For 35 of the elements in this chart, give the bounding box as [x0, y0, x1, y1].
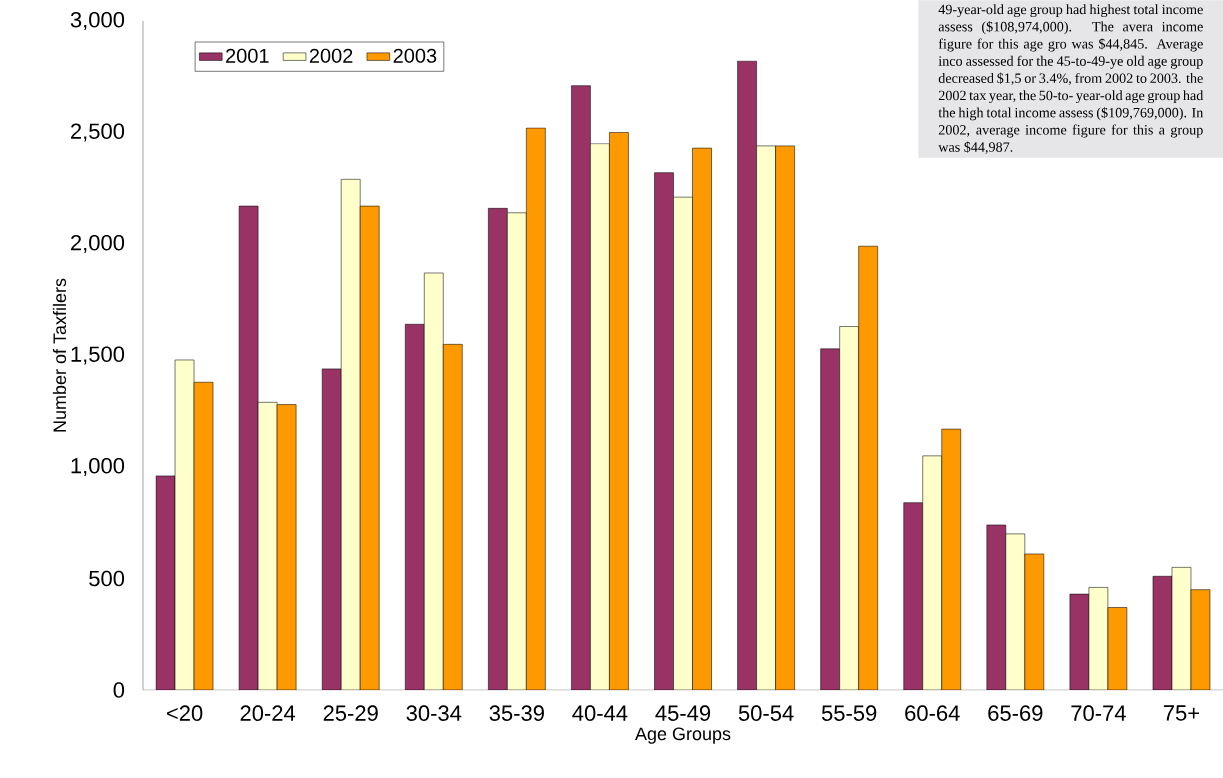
- bar: [673, 196, 693, 690]
- legend-label: 2002: [309, 48, 353, 63]
- x-tick-label: <20: [166, 705, 203, 721]
- x-axis-title: Age Groups: [635, 727, 731, 744]
- x-tick-label: 65-69: [988, 705, 1043, 721]
- legend-label: 2001: [226, 48, 269, 63]
- x-tick-label: 55-59: [821, 705, 877, 721]
- x-tick-label: 45-49: [655, 705, 711, 721]
- bar: [922, 455, 943, 690]
- y-tick-label: 1,500: [71, 346, 125, 365]
- y-tick-label: 1,000: [71, 457, 125, 477]
- bar: [340, 179, 361, 690]
- x-tick-label: 70-74: [1071, 705, 1126, 721]
- x-tick-label: 35-39: [489, 705, 544, 721]
- bar: [507, 212, 527, 690]
- x-tick-label: 25-29: [323, 705, 378, 721]
- bar: [1005, 533, 1026, 690]
- bar: [424, 272, 444, 690]
- x-tick-label: 50-54: [738, 705, 794, 721]
- x-tick-label: 30-34: [406, 705, 462, 721]
- y-tick-label: 500: [89, 570, 125, 587]
- y-tick-label: 3,000: [70, 11, 125, 31]
- y-tick-label: 0: [113, 682, 125, 698]
- x-tick-label: 60-64: [905, 705, 960, 721]
- y-axis-title: Number of Taxfilers: [52, 278, 67, 432]
- legend-label: 2003: [393, 48, 437, 63]
- bar: [590, 143, 610, 690]
- y-tick-label: 2,000: [71, 234, 125, 254]
- y-tick-label: 2,500: [71, 123, 125, 142]
- bar: [839, 326, 859, 690]
- text: 49-year-old age group had highest total income assess ($108,974,000). The avera income figure for this age gro was $44,845. Average inco assessed for the 45-to-49-ye old age group decreased $1,5 or 3.4%, from 2002 to 2003. the 2002 tax year, the 50-to- year-old age group had the high total income assess ($109,769,000). In 2002, average income figure for this a group was $44,987.: [938, 4, 1204, 154]
- bar: [756, 145, 776, 690]
- x-tick-label: 40-44: [572, 705, 628, 721]
- x-tick-label: 75+: [1163, 705, 1200, 721]
- x-tick-label: 20-24: [240, 705, 296, 721]
